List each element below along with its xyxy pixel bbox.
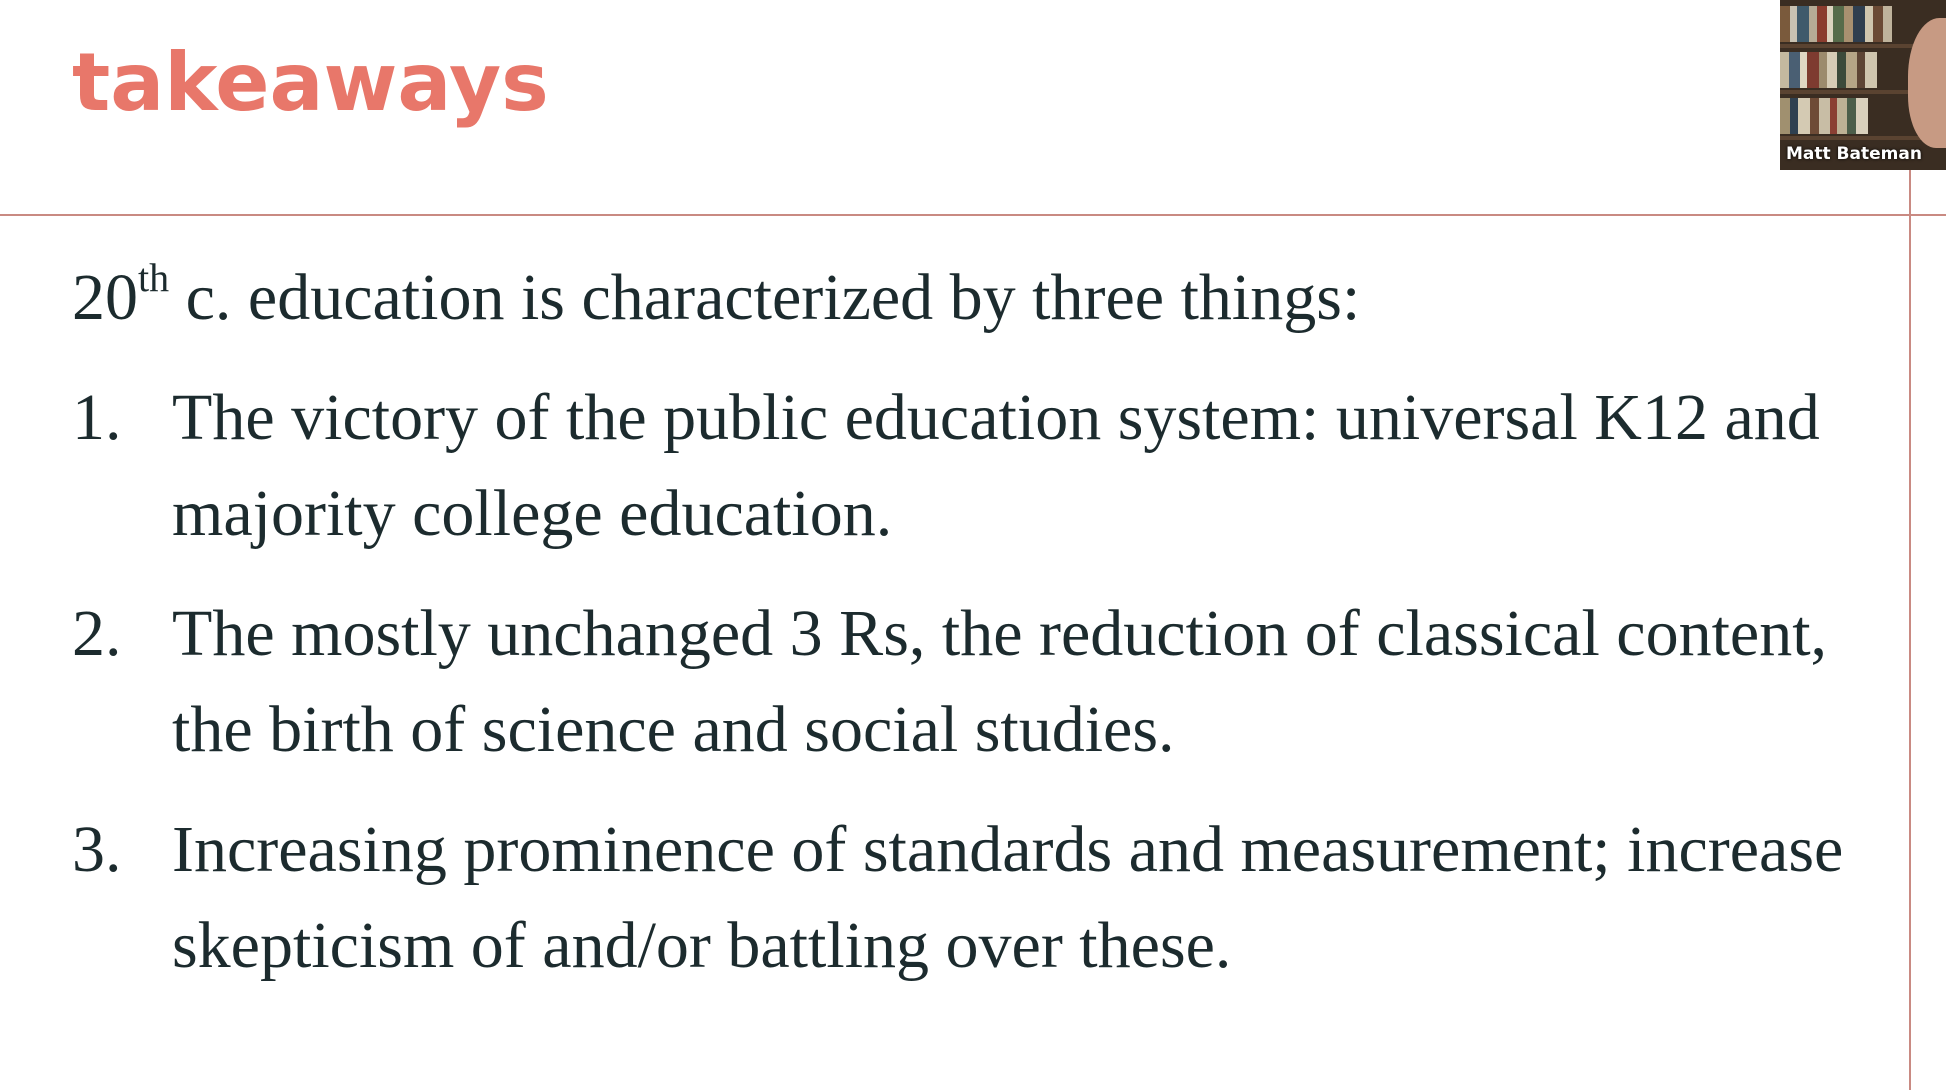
list-item: 1. The victory of the public education s… <box>72 370 1852 562</box>
intro-line: 20th c. education is characterized by th… <box>72 250 1852 346</box>
list-item: 2. The mostly unchanged 3 Rs, the reduct… <box>72 586 1852 778</box>
intro-superscript: th <box>138 255 170 300</box>
participant-name-label: Matt Bateman <box>1786 144 1922 164</box>
right-margin-rule <box>1909 170 1911 1090</box>
bookshelf-row <box>1780 50 1946 90</box>
list-item-text: The victory of the public education syst… <box>172 381 1820 550</box>
shelf-board <box>1780 44 1946 48</box>
bookshelf-row <box>1780 4 1946 44</box>
list-item-number: 2. <box>72 597 122 670</box>
takeaway-list: 1. The victory of the public education s… <box>72 370 1852 994</box>
slide-body: 20th c. education is characterized by th… <box>72 250 1852 1018</box>
shelf-board <box>1780 136 1946 140</box>
shelf-board <box>1780 90 1946 94</box>
list-item: 3. Increasing prominence of standards an… <box>72 802 1852 994</box>
list-item-text: The mostly unchanged 3 Rs, the reduction… <box>172 597 1828 766</box>
participant-video-tile[interactable]: Matt Bateman <box>1780 0 1946 170</box>
slide-title: takeaways <box>72 36 549 129</box>
list-item-number: 3. <box>72 813 122 886</box>
participant-video <box>1908 18 1946 148</box>
list-item-text: Increasing prominence of standards and m… <box>172 813 1844 982</box>
intro-prefix: 20 <box>72 261 138 334</box>
bookshelf-row <box>1780 96 1946 136</box>
intro-rest: c. education is characterized by three t… <box>169 261 1361 334</box>
list-item-number: 1. <box>72 381 122 454</box>
title-divider <box>0 214 1946 216</box>
